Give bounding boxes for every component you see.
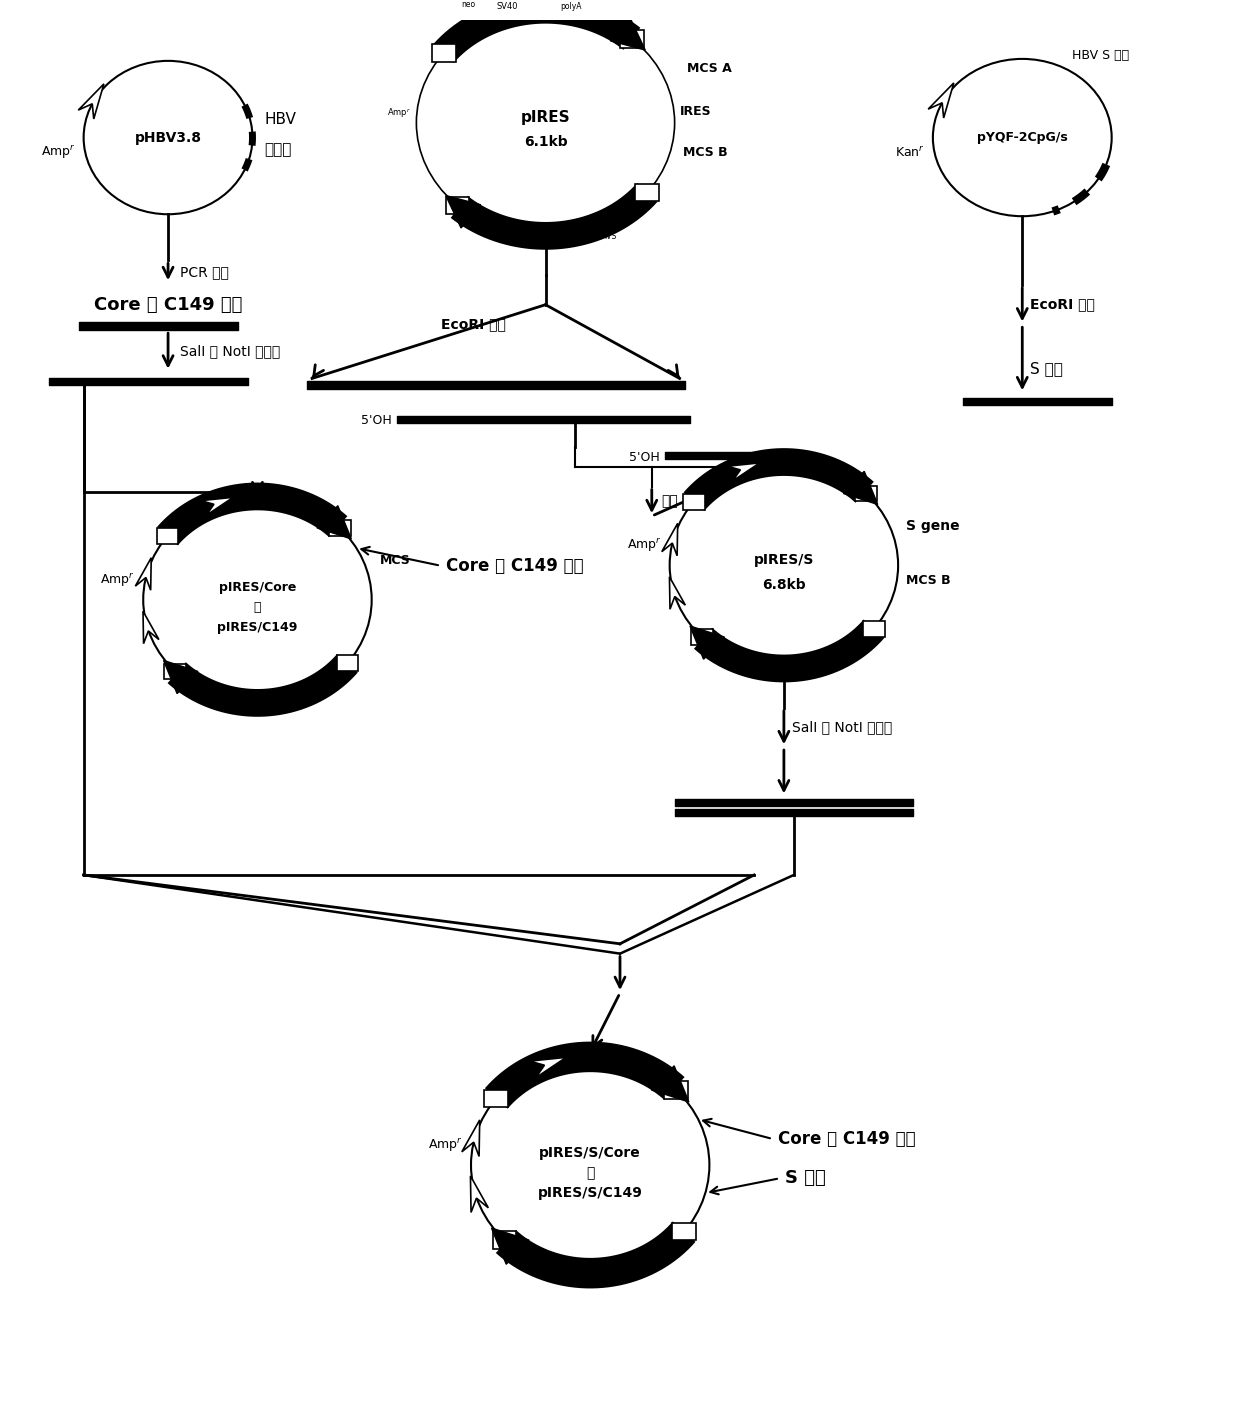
Text: SV40: SV40: [496, 1, 517, 11]
Text: Amp$^r$: Amp$^r$: [627, 536, 662, 555]
Polygon shape: [727, 463, 760, 481]
FancyBboxPatch shape: [156, 528, 179, 543]
Text: S 基因: S 基因: [785, 1169, 826, 1187]
Text: MCS A: MCS A: [687, 62, 732, 75]
Text: SalI 和 NotI 双酶切: SalI 和 NotI 双酶切: [180, 344, 280, 358]
FancyBboxPatch shape: [691, 630, 713, 645]
Polygon shape: [201, 497, 233, 515]
Text: MCS: MCS: [379, 553, 410, 567]
Text: S gene: S gene: [906, 519, 960, 533]
Text: polyA: polyA: [560, 1, 582, 11]
Text: IRES: IRES: [680, 105, 712, 117]
Text: 5'OH: 5'OH: [629, 450, 660, 464]
Text: 基因组: 基因组: [264, 142, 291, 157]
Polygon shape: [929, 83, 954, 117]
Text: pYQF-2CpG/s: pYQF-2CpG/s: [977, 132, 1068, 144]
Text: pIRES/Core: pIRES/Core: [218, 582, 296, 594]
Text: pIRES/C149: pIRES/C149: [217, 621, 298, 634]
FancyBboxPatch shape: [329, 521, 351, 536]
Text: CMV: CMV: [523, 232, 542, 241]
Text: Amp$^r$: Amp$^r$: [41, 143, 76, 161]
Polygon shape: [135, 558, 151, 590]
Polygon shape: [445, 195, 481, 228]
FancyBboxPatch shape: [336, 655, 358, 671]
Text: Core 或 C149 基因: Core 或 C149 基因: [94, 296, 242, 314]
Text: Core 或 C149 基因: Core 或 C149 基因: [777, 1131, 915, 1148]
Text: SalI 和 NotI 双酶切: SalI 和 NotI 双酶切: [792, 720, 892, 734]
Text: 或: 或: [254, 601, 262, 614]
Text: 或: 或: [587, 1166, 594, 1180]
Text: MCS B: MCS B: [682, 146, 727, 158]
Polygon shape: [670, 577, 686, 610]
Text: pIRES/S: pIRES/S: [754, 553, 815, 567]
FancyBboxPatch shape: [165, 664, 186, 679]
Polygon shape: [461, 1119, 480, 1156]
Text: Amp$^r$: Amp$^r$: [387, 106, 412, 120]
FancyBboxPatch shape: [665, 1081, 688, 1098]
Polygon shape: [164, 661, 198, 693]
Text: IVS: IVS: [604, 232, 616, 241]
FancyBboxPatch shape: [620, 30, 644, 48]
Text: 6.8kb: 6.8kb: [763, 577, 806, 591]
Polygon shape: [78, 83, 104, 119]
Text: 5'OH: 5'OH: [361, 415, 392, 427]
FancyBboxPatch shape: [445, 197, 470, 214]
Text: Amp$^r$: Amp$^r$: [100, 572, 135, 589]
Text: 6.1kb: 6.1kb: [523, 136, 568, 150]
Text: S 基因: S 基因: [1030, 361, 1063, 376]
Polygon shape: [689, 625, 724, 659]
Polygon shape: [470, 1176, 489, 1213]
Text: MCS B: MCS B: [906, 573, 951, 586]
Text: HBV: HBV: [264, 112, 296, 127]
Polygon shape: [610, 17, 645, 50]
FancyBboxPatch shape: [683, 494, 704, 509]
Polygon shape: [143, 611, 159, 644]
Text: 连接: 连接: [662, 494, 678, 508]
Text: EcoRI 酶切: EcoRI 酶切: [441, 317, 506, 331]
Text: Kan$^r$: Kan$^r$: [895, 146, 925, 160]
Polygon shape: [651, 1065, 689, 1102]
Text: Core 或 C149 基因: Core 或 C149 基因: [445, 556, 583, 574]
Polygon shape: [662, 524, 678, 556]
Polygon shape: [843, 471, 878, 505]
FancyBboxPatch shape: [635, 184, 660, 201]
Polygon shape: [529, 1057, 567, 1078]
Text: pIRES/S/C149: pIRES/S/C149: [538, 1186, 642, 1200]
Text: pIRES: pIRES: [521, 110, 570, 126]
Text: PCR 扩增: PCR 扩增: [180, 265, 229, 279]
FancyBboxPatch shape: [672, 1223, 696, 1241]
Text: Amp$^r$: Amp$^r$: [428, 1136, 463, 1155]
Text: neo: neo: [461, 0, 475, 8]
Polygon shape: [317, 505, 351, 539]
Text: HBV S 基因: HBV S 基因: [1071, 50, 1130, 62]
Polygon shape: [491, 1228, 529, 1264]
FancyBboxPatch shape: [492, 1231, 516, 1249]
FancyBboxPatch shape: [863, 621, 885, 637]
Text: pHBV3.8: pHBV3.8: [135, 130, 202, 144]
FancyBboxPatch shape: [485, 1090, 508, 1108]
Text: EcoRI 酶切: EcoRI 酶切: [1030, 297, 1095, 311]
FancyBboxPatch shape: [432, 44, 455, 62]
FancyBboxPatch shape: [856, 485, 877, 501]
Text: pIRES/S/Core: pIRES/S/Core: [539, 1146, 641, 1160]
